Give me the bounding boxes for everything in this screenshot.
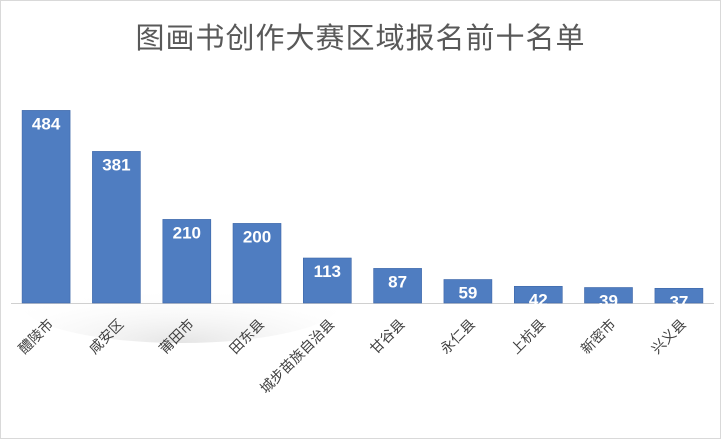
- bar-8: [513, 285, 563, 304]
- category-label-10: 兴义县: [649, 317, 690, 358]
- bar-value-label-2: 381: [102, 155, 130, 174]
- bar-9: [584, 287, 633, 304]
- chart-title: 图画书创作大赛区域报名前十名单: [135, 21, 586, 55]
- category-label-7: 永仁县: [438, 317, 479, 358]
- bar-value-label-10: 37: [669, 292, 688, 311]
- bar-10: [654, 287, 704, 304]
- bar-value-label-9: 39: [599, 292, 618, 311]
- bar-value-label-4: 200: [243, 227, 271, 246]
- bar-1: [21, 110, 71, 304]
- bar-2: [92, 151, 141, 304]
- bar-value-labels-group: 484 381 210 200 113 87 59 42 39 37: [32, 114, 688, 311]
- bar-3: [162, 219, 212, 304]
- bars-group: [21, 110, 704, 304]
- bar-value-label-5: 113: [314, 262, 341, 281]
- category-label-1: 醴陵市: [15, 316, 57, 358]
- category-label-9: 新密市: [578, 316, 620, 358]
- category-label-6: 甘谷县: [367, 317, 408, 358]
- bar-value-label-6: 87: [388, 272, 407, 291]
- bar-7: [443, 279, 493, 304]
- bar-value-label-3: 210: [173, 223, 201, 242]
- bar-5: [302, 257, 352, 304]
- bar-6: [373, 268, 422, 304]
- bar-value-label-7: 59: [458, 284, 477, 303]
- bar-4: [232, 223, 282, 304]
- bar-value-label-8: 42: [529, 290, 548, 309]
- category-label-8: 上杭县: [508, 317, 549, 358]
- bar-value-label-1: 484: [32, 114, 61, 133]
